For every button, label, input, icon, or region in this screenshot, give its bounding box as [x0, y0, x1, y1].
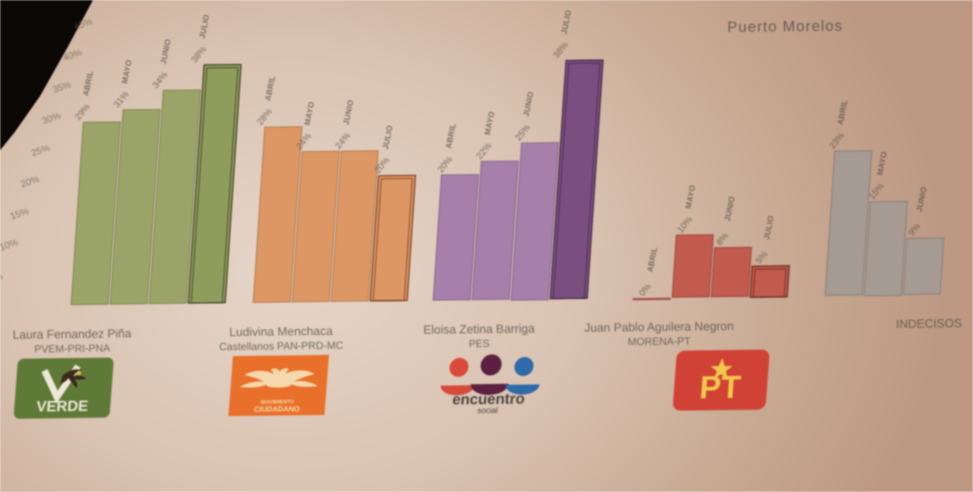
svg-text:VERDE: VERDE [36, 398, 89, 416]
svg-text:CIUDADANO: CIUDADANO [254, 404, 301, 414]
svg-text:social: social [477, 406, 498, 415]
svg-text:PT: PT [698, 369, 742, 405]
